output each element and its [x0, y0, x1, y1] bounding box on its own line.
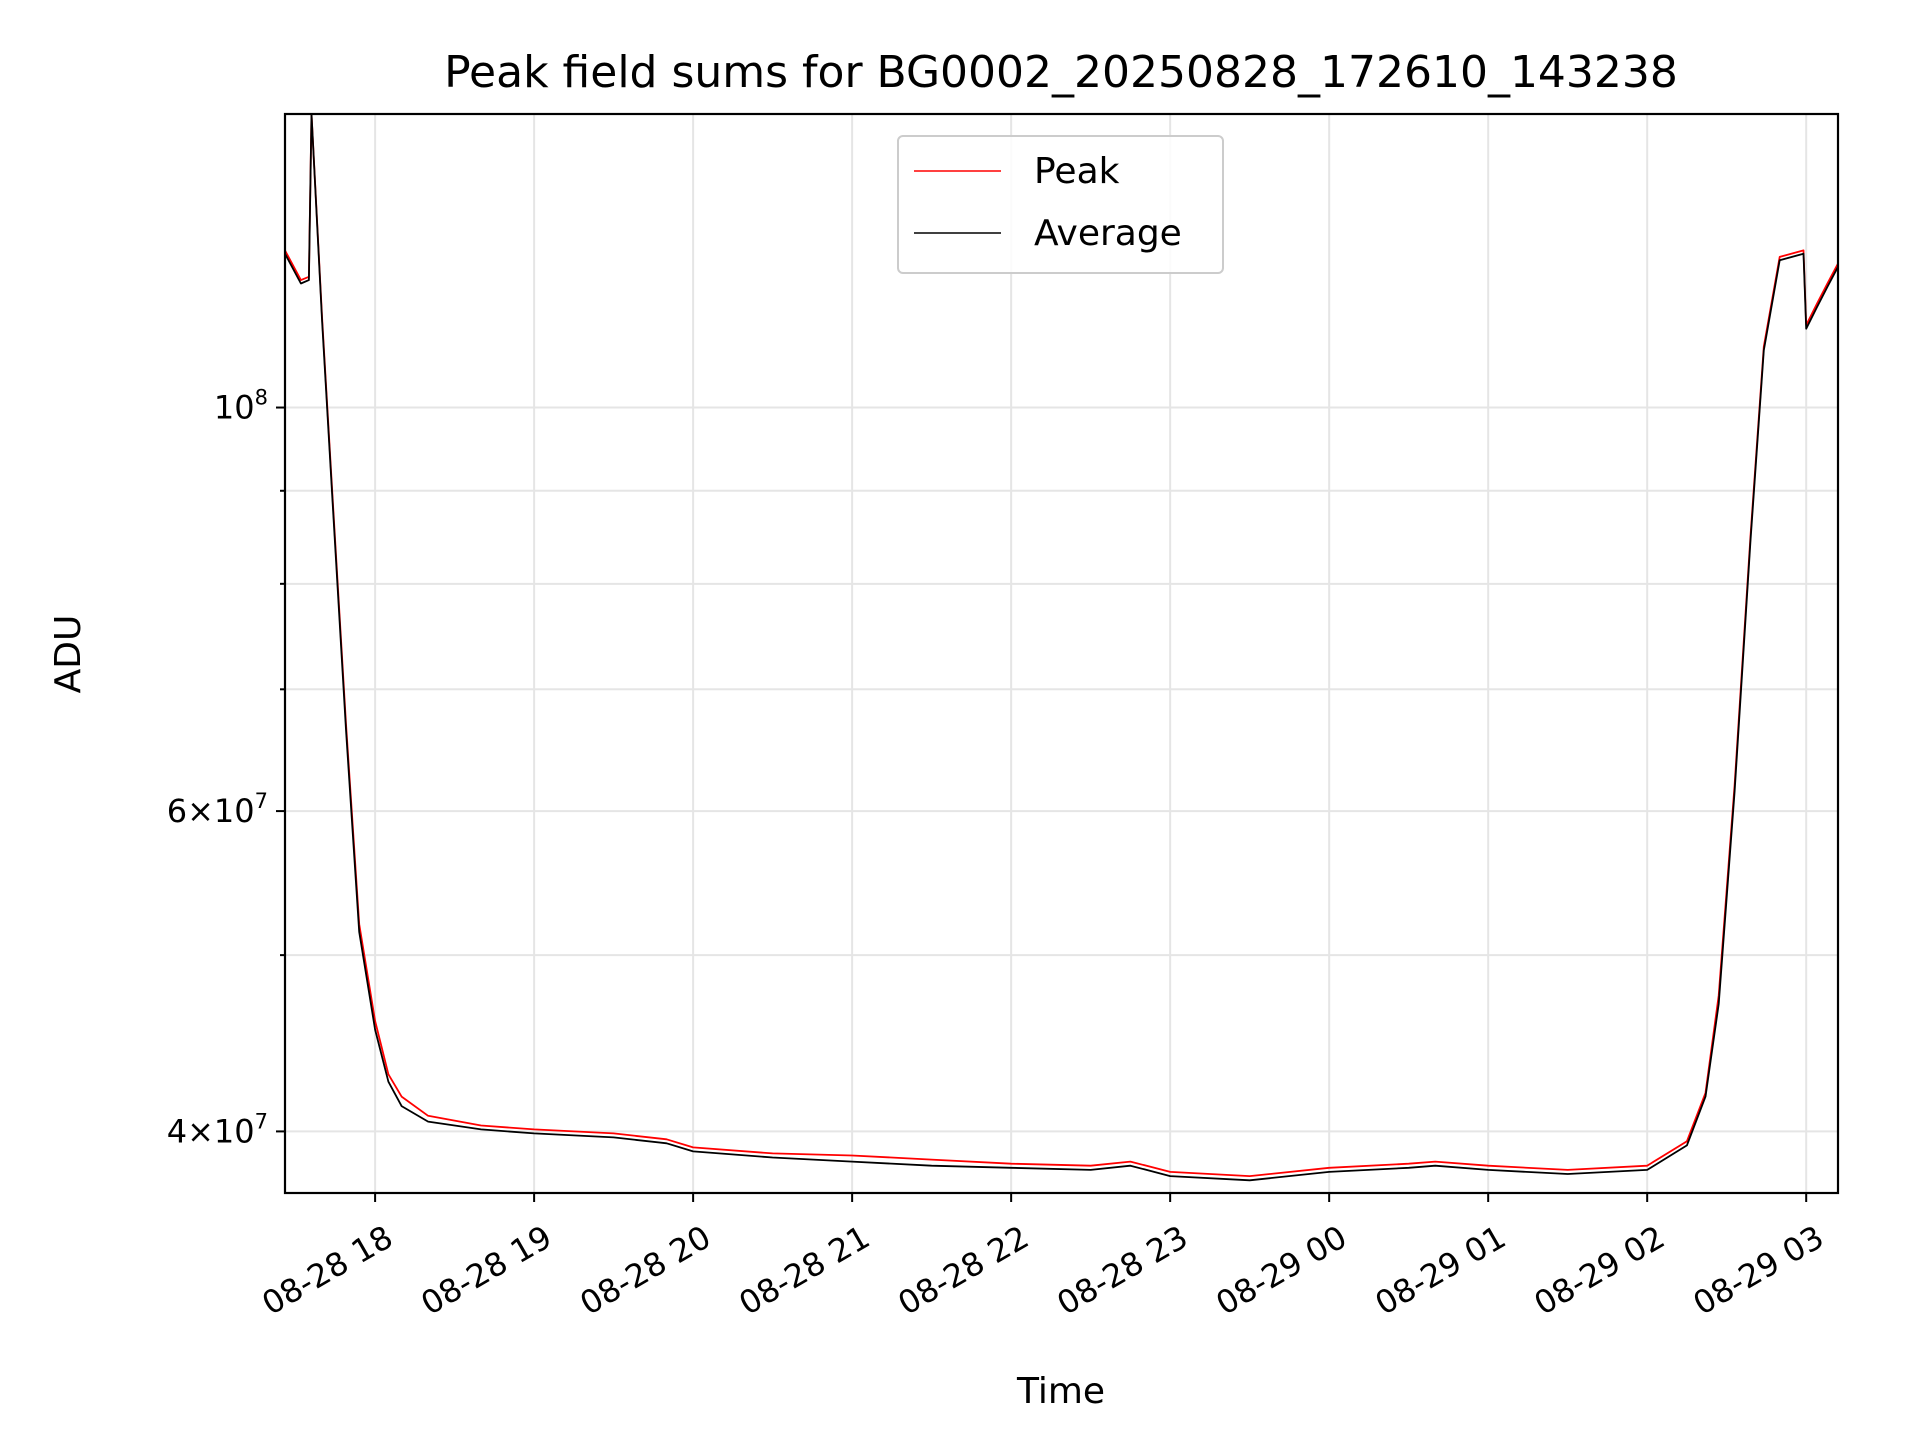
- x-tick-label: 08-28 23: [1051, 1218, 1195, 1323]
- legend-label-peak: Peak: [1034, 151, 1120, 192]
- grid-layer: [285, 114, 1838, 1193]
- y-tick-label: 6×107: [167, 789, 268, 830]
- tick-layer: 08-28 18 08-28 19 08-28 20 08-28 21 08-28 22…: [167, 386, 1830, 1323]
- plot-frame: [283, 112, 1840, 1195]
- legend-label-average: Average: [1034, 213, 1182, 254]
- series-layer: [284, 113, 1839, 1182]
- x-tick-label: 08-29 01: [1369, 1218, 1513, 1323]
- series-line-average: [284, 113, 1839, 1182]
- x-tick-label: 08-28 18: [256, 1218, 400, 1323]
- x-tick-label: 08-28 20: [574, 1218, 718, 1323]
- x-tick-label: 08-29 03: [1687, 1218, 1831, 1323]
- chart-title: Peak field sums for BG0002_20250828_1726…: [444, 47, 1678, 98]
- y-tick-label: 4×107: [167, 1109, 268, 1150]
- x-tick-label: 08-28 19: [415, 1218, 559, 1323]
- x-axis-label: Time: [1016, 1371, 1105, 1412]
- legend: Peak Average: [897, 135, 1224, 274]
- x-tick-label: 08-28 22: [892, 1218, 1036, 1323]
- x-tick-label: 08-28 21: [733, 1218, 877, 1323]
- x-tick-label: 08-29 00: [1210, 1218, 1354, 1323]
- x-tick-label: 08-29 02: [1528, 1218, 1672, 1323]
- y-axis-label: ADU: [48, 615, 89, 694]
- y-tick-label: 108: [214, 386, 268, 427]
